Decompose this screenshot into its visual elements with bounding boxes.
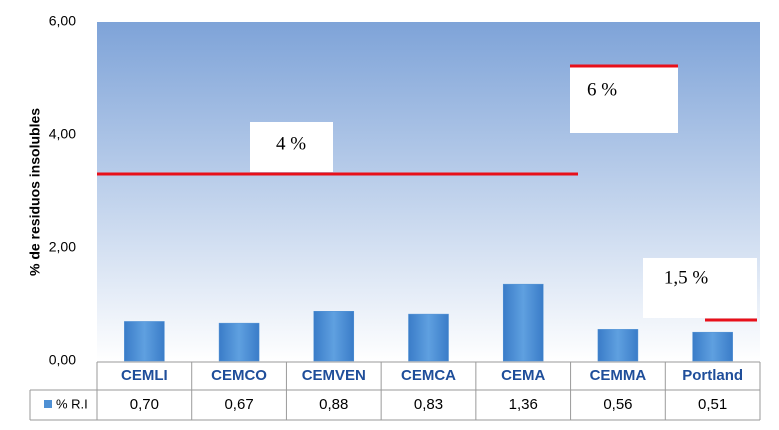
annotation: 4 % [276, 133, 306, 154]
bar [597, 329, 639, 362]
x-tick-label: CEMLI [121, 367, 168, 384]
bar [124, 321, 165, 362]
value-label: 0,70 [130, 396, 159, 413]
value-label: 0,51 [698, 396, 727, 413]
x-tick-label: CEMCA [401, 367, 456, 384]
x-tick-label: CEMVEN [302, 367, 366, 384]
x-tick-label: CEMCO [211, 367, 267, 384]
value-label: 0,83 [414, 396, 443, 413]
x-tick-label: Portland [682, 367, 743, 384]
x-tick-label: CEMMA [590, 367, 647, 384]
annotation: 6 % [587, 79, 617, 100]
value-label: 0,67 [224, 396, 253, 413]
value-label: 0,88 [319, 396, 348, 413]
annotation-box [643, 258, 757, 318]
annotation-box [250, 122, 333, 172]
value-label: 1,36 [509, 396, 538, 413]
bar [408, 313, 449, 362]
bar [218, 322, 260, 362]
y-tick-label: 4,00 [49, 126, 76, 142]
y-tick-label: 0,00 [49, 352, 76, 368]
x-tick-label: CEMA [501, 367, 545, 384]
legend-swatch [44, 400, 52, 408]
bar [313, 311, 355, 362]
y-tick-label: 2,00 [49, 239, 76, 255]
bar [502, 283, 544, 362]
annotation-box [570, 66, 678, 133]
y-axis-title: % de residuos insolubles [27, 108, 43, 276]
value-label: 0,56 [603, 396, 632, 413]
bar [692, 331, 733, 362]
legend-label: % R.I [56, 396, 88, 411]
annotation: 1,5 % [664, 267, 709, 288]
y-tick-label: 6,00 [49, 13, 76, 29]
